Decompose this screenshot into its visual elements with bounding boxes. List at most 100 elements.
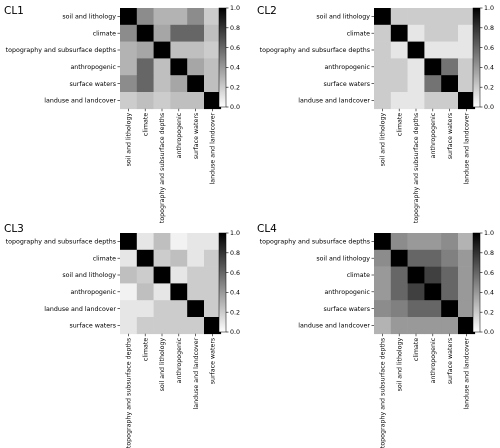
x-tick-label: landuse and landcover — [210, 112, 217, 184]
heatmap-cell-anthropogenic-x-soil-and-lithology — [153, 283, 171, 301]
heatmap-cell-soil-and-lithology-x-soil-and-lithology — [390, 249, 408, 267]
heatmap-cell-climate-x-climate — [390, 24, 408, 42]
heatmap-cell-soil-and-lithology-x-climate — [136, 266, 154, 284]
heatmap-cell-soil-and-lithology-x-climate — [390, 8, 408, 26]
y-tick-label: surface waters — [70, 81, 117, 88]
heatmap-cell-topography-and-subsurface-depths-x-climate — [390, 41, 408, 59]
heatmap-cell-topography-and-subsurface-depths-x-topography-and-subsurface-depths — [407, 41, 425, 59]
heatmap-cell-landuse-and-landcover-x-landuse-and-landcover — [187, 300, 205, 318]
x-tick-label: topography and subsurface depths — [413, 113, 420, 223]
heatmap-cell-anthropogenic-x-topography-and-subsurface-depths — [374, 283, 392, 301]
colorbar-tick-label: 1.0 — [484, 230, 494, 237]
heatmap-cell-landuse-and-landcover-x-surface-waters — [441, 92, 459, 110]
heatmap-cell-landuse-and-landcover-x-topography-and-subsurface-depths — [120, 300, 138, 318]
heatmap-cell-topography-and-subsurface-depths-x-soil-and-lithology — [153, 233, 171, 251]
heatmap-cell-climate-x-landuse-and-landcover — [187, 249, 205, 267]
heatmap-cell-landuse-and-landcover-x-topography-and-subsurface-depths — [407, 92, 425, 110]
y-tick-label: climate — [93, 30, 116, 37]
heatmap-cell-soil-and-lithology-x-climate — [136, 8, 154, 26]
y-tick-label: topography and subsurface depths — [6, 47, 116, 54]
x-tick-label: climate — [142, 113, 149, 136]
heatmap-cell-anthropogenic-x-anthropogenic — [170, 58, 188, 76]
x-tick-label: landuse and landcover — [464, 337, 471, 409]
heatmap-cell-topography-and-subsurface-depths-x-climate — [136, 41, 154, 59]
y-tick-label: soil and lithology — [62, 14, 116, 21]
colorbar-tick-label: 0.2 — [484, 84, 494, 91]
y-tick-label: anthropogenic — [70, 64, 116, 71]
heatmap-cell-surface-waters-x-anthropogenic — [424, 75, 442, 93]
heatmap-cell-climate-x-surface-waters — [441, 24, 459, 42]
colorbar-tick-label: 0.0 — [484, 329, 494, 336]
x-tick-label: anthropogenic — [176, 112, 183, 158]
heatmap-cell-surface-waters-x-surface-waters — [204, 317, 222, 335]
x-tick-label: surface waters — [447, 338, 454, 385]
heatmap-cell-topography-and-subsurface-depths-x-topography-and-subsurface-depths — [120, 233, 138, 251]
heatmap-cell-soil-and-lithology-x-soil-and-lithology — [153, 266, 171, 284]
y-tick-label: landuse and landcover — [298, 323, 370, 330]
colorbar-tick-label: 0.6 — [484, 45, 494, 52]
y-tick-label: landuse and landcover — [44, 306, 116, 313]
heatmap-cell-surface-waters-x-climate — [136, 75, 154, 93]
heatmap-cell-topography-and-subsurface-depths-x-topography-and-subsurface-depths — [374, 233, 392, 251]
heatmap-cell-landuse-and-landcover-x-landuse-and-landcover — [204, 92, 222, 110]
x-tick-label: landuse and landcover — [193, 337, 200, 409]
x-tick-label: anthropogenic — [430, 112, 437, 158]
y-tick-label: topography and subsurface depths — [260, 239, 370, 246]
heatmap-cell-landuse-and-landcover-x-surface-waters — [204, 300, 222, 318]
heatmap-cell-landuse-and-landcover-x-soil-and-lithology — [153, 300, 171, 318]
heatmap-cell-climate-x-soil-and-lithology — [390, 266, 408, 284]
panel-title: CL1 — [4, 5, 24, 17]
heatmap-cell-soil-and-lithology-x-anthropogenic — [424, 8, 442, 26]
heatmap-cell-landuse-and-landcover-x-topography-and-subsurface-depths — [153, 92, 171, 110]
heatmap-cell-topography-and-subsurface-depths-x-climate — [407, 233, 425, 251]
heatmap-cell-landuse-and-landcover-x-soil-and-lithology — [374, 92, 392, 110]
x-tick-label: anthropogenic — [176, 337, 183, 383]
colorbar-tick-label: 1.0 — [230, 5, 240, 12]
heatmap-cell-landuse-and-landcover-x-anthropogenic — [170, 300, 188, 318]
heatmap-panel-cl1: CL1 soil and lithology climate topography a… — [4, 5, 240, 223]
colorbar-tick-label: 0.6 — [230, 45, 240, 52]
colorbar-tick-label: 0.4 — [230, 290, 240, 297]
colorbar-tick-label: 1.0 — [484, 5, 494, 12]
heatmap-cell-anthropogenic-x-surface-waters — [204, 283, 222, 301]
heatmap-cell-landuse-and-landcover-x-topography-and-subsurface-depths — [374, 317, 392, 335]
y-tick-label: soil and lithology — [62, 272, 116, 279]
heatmap-cell-soil-and-lithology-x-soil-and-lithology — [374, 8, 392, 26]
heatmap-cell-topography-and-subsurface-depths-x-surface-waters — [441, 41, 459, 59]
x-tick-label: climate — [413, 338, 420, 361]
colorbar-tick-label: 0.0 — [230, 104, 240, 111]
colorbar-tick-label: 0.0 — [484, 104, 494, 111]
heatmap-cell-climate-x-surface-waters — [441, 266, 459, 284]
y-tick-label: landuse and landcover — [44, 98, 116, 105]
x-tick-label: surface waters — [193, 113, 200, 160]
heatmap-cell-surface-waters-x-topography-and-subsurface-depths — [153, 75, 171, 93]
colorbar-tick-label: 0.4 — [484, 290, 494, 297]
x-tick-label: surface waters — [210, 338, 217, 385]
heatmap-cell-climate-x-soil-and-lithology — [120, 24, 138, 42]
heatmap-cell-topography-and-subsurface-depths-x-landuse-and-landcover — [458, 41, 476, 59]
heatmap-cell-climate-x-anthropogenic — [424, 266, 442, 284]
heatmap-cell-topography-and-subsurface-depths-x-soil-and-lithology — [390, 233, 408, 251]
heatmap-cell-topography-and-subsurface-depths-x-anthropogenic — [170, 233, 188, 251]
heatmap-cell-anthropogenic-x-anthropogenic — [424, 283, 442, 301]
heatmap-cell-topography-and-subsurface-depths-x-anthropogenic — [424, 41, 442, 59]
heatmap-cell-topography-and-subsurface-depths-x-surface-waters — [204, 233, 222, 251]
heatmap-cell-anthropogenic-x-climate — [407, 283, 425, 301]
heatmap-cell-climate-x-anthropogenic — [170, 249, 188, 267]
heatmap-cell-climate-x-topography-and-subsurface-depths — [153, 24, 171, 42]
heatmap-cell-landuse-and-landcover-x-surface-waters — [441, 317, 459, 335]
heatmap-cell-surface-waters-x-landuse-and-landcover — [204, 75, 222, 93]
colorbar-tick-label: 0.2 — [230, 84, 240, 91]
heatmap-cell-anthropogenic-x-climate — [136, 283, 154, 301]
y-tick-label: climate — [347, 30, 370, 37]
heatmap-cell-landuse-and-landcover-x-climate — [407, 317, 425, 335]
heatmap-cell-surface-waters-x-soil-and-lithology — [120, 75, 138, 93]
x-tick-label: topography and subsurface depths — [159, 113, 166, 223]
colorbar — [472, 7, 481, 108]
heatmap-cell-anthropogenic-x-landuse-and-landcover — [187, 283, 205, 301]
heatmap-cell-soil-and-lithology-x-surface-waters — [187, 8, 205, 26]
heatmap-cell-climate-x-surface-waters — [204, 249, 222, 267]
heatmap-cell-topography-and-subsurface-depths-x-landuse-and-landcover — [458, 233, 476, 251]
heatmap-cell-surface-waters-x-surface-waters — [441, 300, 459, 318]
y-tick-label: landuse and landcover — [298, 98, 370, 105]
